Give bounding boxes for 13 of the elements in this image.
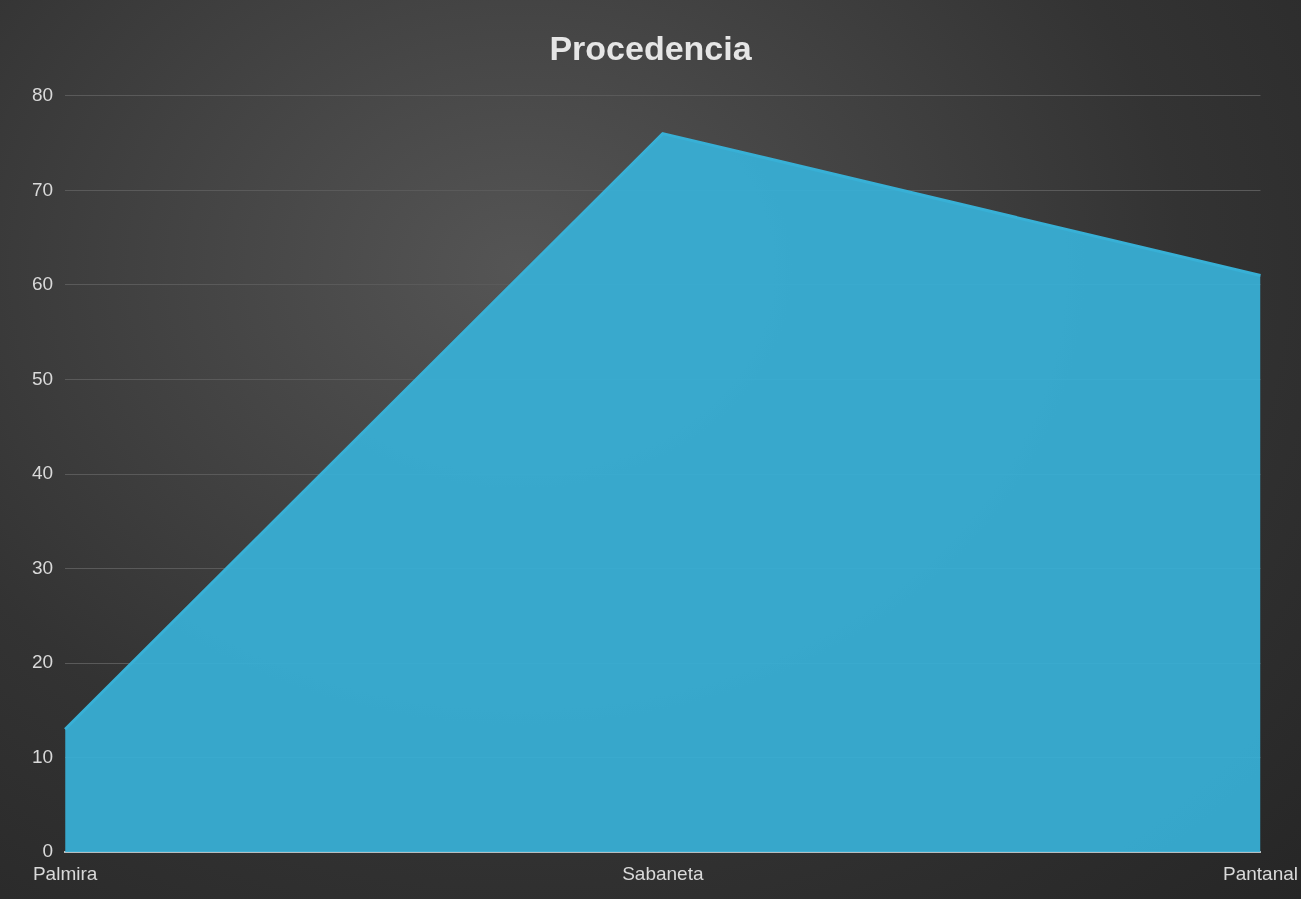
chart-title: Procedencia	[549, 28, 753, 67]
y-tick-label: 80	[31, 84, 54, 106]
x-tick-label: Pantanal	[1222, 862, 1298, 884]
y-tick-label: 30	[31, 556, 54, 578]
y-tick-label: 70	[31, 178, 54, 200]
y-tick-label: 0	[42, 840, 54, 862]
y-tick-label: 10	[31, 745, 54, 767]
y-tick-label: 20	[31, 651, 54, 673]
y-tick-label: 40	[31, 462, 54, 484]
x-tick-label: Sabaneta	[622, 862, 704, 884]
y-tick-label: 50	[31, 367, 54, 389]
y-tick-label: 60	[31, 273, 54, 295]
x-tick-label: Palmira	[32, 862, 98, 884]
